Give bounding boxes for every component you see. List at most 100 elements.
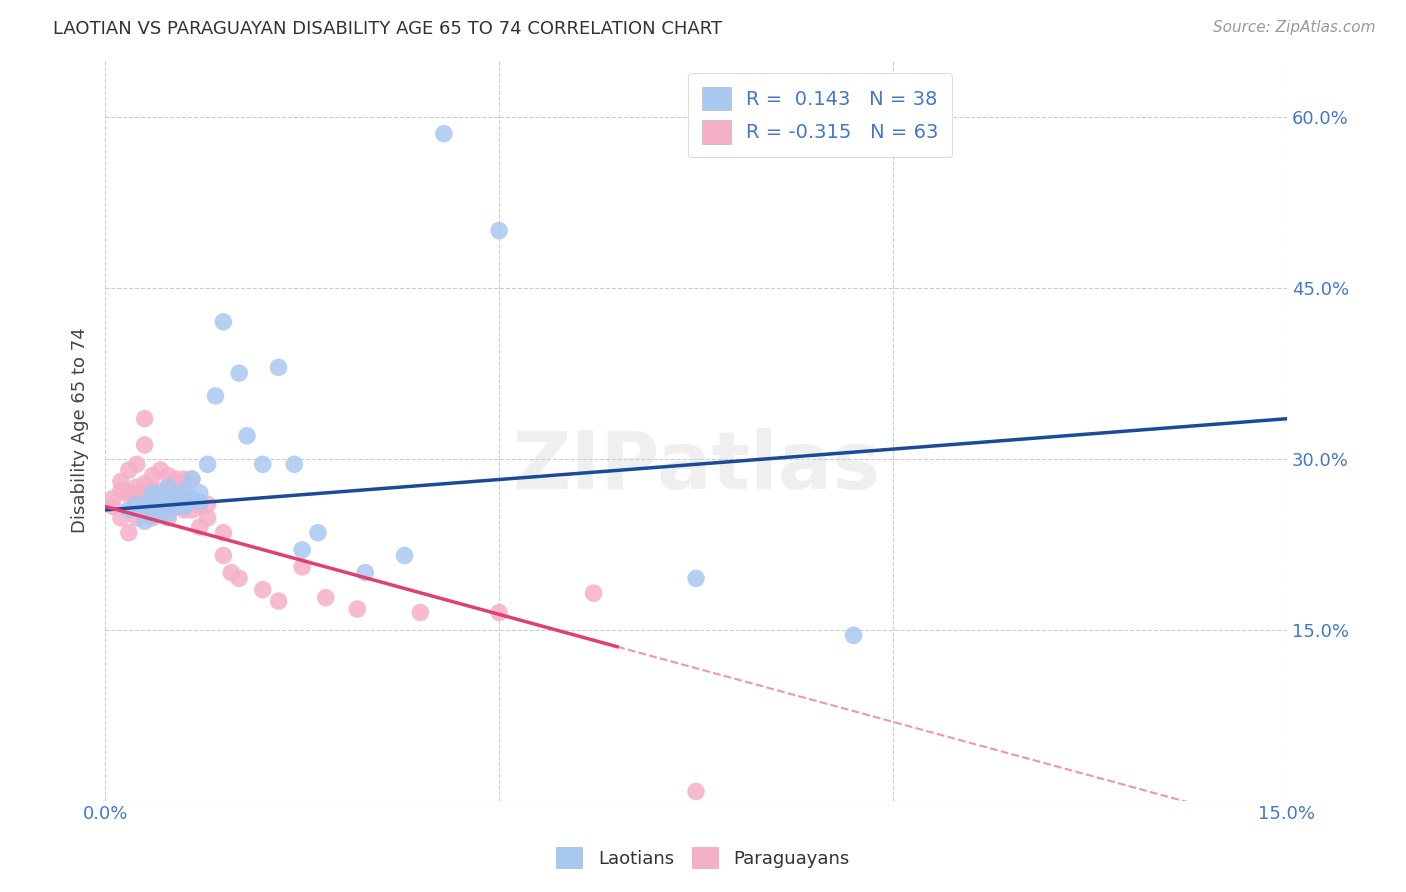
- Point: [212, 315, 235, 329]
- Point: [101, 491, 124, 506]
- Point: [252, 458, 274, 472]
- Point: [149, 488, 172, 502]
- Point: [110, 483, 132, 498]
- Point: [134, 500, 156, 514]
- Point: [307, 525, 329, 540]
- Point: [110, 511, 132, 525]
- Point: [149, 488, 172, 502]
- Point: [125, 511, 148, 525]
- Point: [149, 483, 172, 498]
- Point: [157, 500, 180, 514]
- Point: [141, 511, 163, 525]
- Legend: Laotians, Paraguayans: Laotians, Paraguayans: [548, 839, 858, 876]
- Point: [354, 566, 377, 580]
- Legend: R =  0.143   N = 38, R = -0.315   N = 63: R = 0.143 N = 38, R = -0.315 N = 63: [688, 73, 952, 157]
- Point: [283, 458, 305, 472]
- Point: [204, 389, 226, 403]
- Point: [157, 480, 180, 494]
- Point: [188, 495, 211, 509]
- Point: [267, 360, 290, 375]
- Point: [346, 602, 368, 616]
- Point: [157, 495, 180, 509]
- Point: [188, 485, 211, 500]
- Point: [141, 500, 163, 514]
- Point: [165, 488, 187, 502]
- Point: [134, 411, 156, 425]
- Point: [134, 438, 156, 452]
- Point: [101, 500, 124, 514]
- Point: [141, 508, 163, 523]
- Point: [212, 549, 235, 563]
- Point: [180, 472, 202, 486]
- Point: [149, 497, 172, 511]
- Point: [180, 491, 202, 506]
- Point: [188, 520, 211, 534]
- Point: [180, 491, 202, 506]
- Point: [165, 500, 187, 514]
- Point: [236, 429, 259, 443]
- Point: [173, 483, 195, 498]
- Point: [118, 463, 141, 477]
- Point: [134, 514, 156, 528]
- Point: [118, 488, 141, 502]
- Point: [134, 485, 156, 500]
- Point: [197, 458, 219, 472]
- Point: [125, 480, 148, 494]
- Point: [134, 476, 156, 491]
- Point: [197, 497, 219, 511]
- Point: [165, 472, 187, 486]
- Point: [141, 483, 163, 498]
- Point: [228, 571, 250, 585]
- Point: [118, 525, 141, 540]
- Point: [685, 571, 707, 585]
- Point: [125, 488, 148, 502]
- Point: [582, 586, 605, 600]
- Point: [134, 500, 156, 514]
- Point: [267, 594, 290, 608]
- Point: [219, 566, 242, 580]
- Point: [141, 468, 163, 483]
- Point: [291, 560, 314, 574]
- Point: [173, 483, 195, 498]
- Point: [188, 500, 211, 514]
- Point: [488, 224, 510, 238]
- Point: [110, 475, 132, 489]
- Point: [173, 503, 195, 517]
- Point: [157, 511, 180, 525]
- Text: LAOTIAN VS PARAGUAYAN DISABILITY AGE 65 TO 74 CORRELATION CHART: LAOTIAN VS PARAGUAYAN DISABILITY AGE 65 …: [53, 20, 723, 37]
- Point: [252, 582, 274, 597]
- Point: [118, 485, 141, 500]
- Point: [173, 495, 195, 509]
- Point: [149, 506, 172, 520]
- Text: ZIPatlas: ZIPatlas: [512, 428, 880, 506]
- Point: [685, 784, 707, 798]
- Point: [141, 491, 163, 506]
- Point: [157, 488, 180, 502]
- Point: [315, 591, 337, 605]
- Point: [157, 506, 180, 520]
- Point: [212, 525, 235, 540]
- Point: [157, 468, 180, 483]
- Point: [394, 549, 416, 563]
- Point: [173, 500, 195, 514]
- Point: [197, 511, 219, 525]
- Point: [433, 127, 456, 141]
- Point: [134, 491, 156, 506]
- Point: [180, 503, 202, 517]
- Point: [141, 485, 163, 500]
- Point: [488, 606, 510, 620]
- Point: [149, 463, 172, 477]
- Point: [157, 483, 180, 498]
- Point: [165, 491, 187, 506]
- Point: [149, 491, 172, 506]
- Point: [173, 472, 195, 486]
- Point: [291, 542, 314, 557]
- Point: [180, 472, 202, 486]
- Point: [125, 503, 148, 517]
- Point: [165, 500, 187, 514]
- Point: [842, 628, 865, 642]
- Point: [125, 497, 148, 511]
- Point: [141, 491, 163, 506]
- Text: Source: ZipAtlas.com: Source: ZipAtlas.com: [1212, 20, 1375, 35]
- Point: [149, 503, 172, 517]
